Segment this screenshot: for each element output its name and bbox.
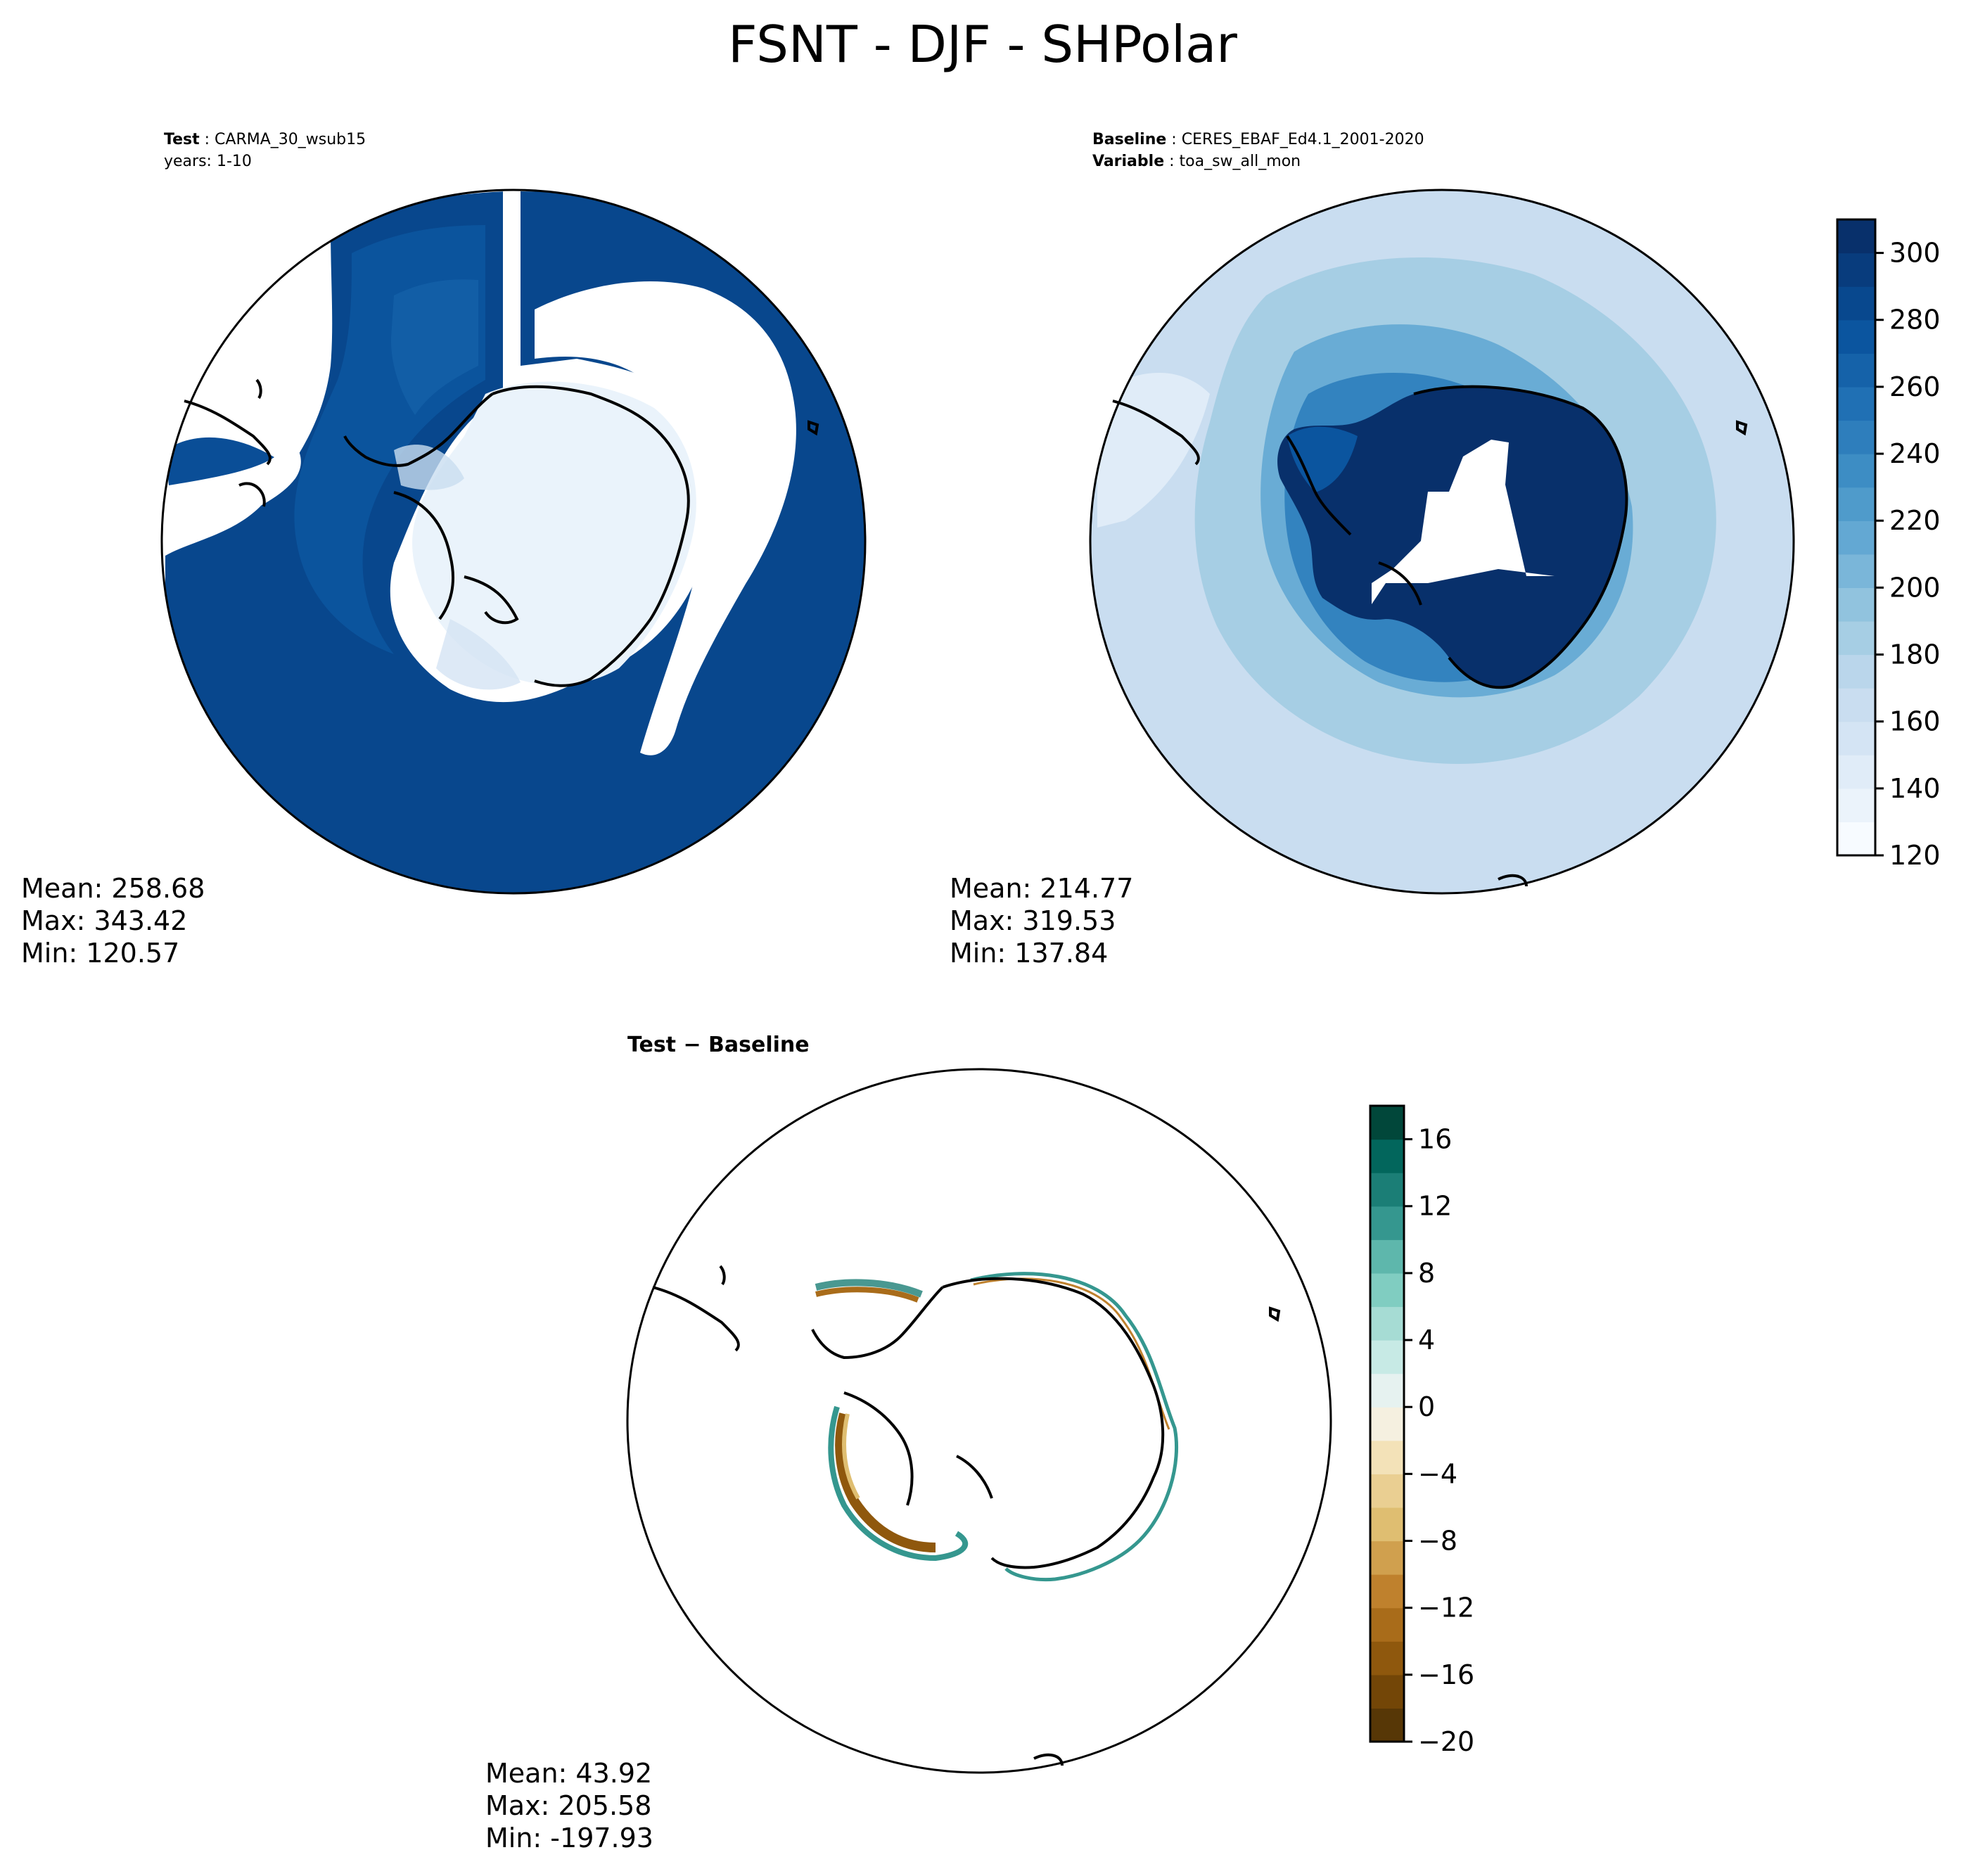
- colorbar-swatch: [1837, 353, 1875, 388]
- colorbar-swatch: [1837, 788, 1875, 823]
- colorbar-tick-label: 280: [1889, 305, 1941, 336]
- colorbar-swatch: [1837, 487, 1875, 521]
- colorbar-tick-label: 260: [1889, 371, 1941, 402]
- colorbar-swatch: [1837, 420, 1875, 454]
- colorbar-swatch: [1837, 219, 1875, 254]
- colorbar-tick-label: 240: [1889, 438, 1941, 469]
- colorbar-swatch: [1370, 1474, 1404, 1508]
- colorbar-swatch: [1837, 755, 1875, 789]
- baseline-header-line1: Baseline : CERES_EBAF_Ed4.1_2001-2020: [1092, 131, 1424, 148]
- colorbar-tick-label: 4: [1418, 1325, 1435, 1355]
- colorbar-tick-label: −4: [1418, 1458, 1457, 1489]
- colorbar-swatch: [1837, 688, 1875, 722]
- colorbar-swatch: [1370, 1306, 1404, 1341]
- test-min: Min: 120.57: [21, 938, 179, 969]
- colorbar-swatch: [1837, 286, 1875, 321]
- colorbar-swatch: [1837, 521, 1875, 555]
- colorbar-swatch: [1370, 1708, 1404, 1742]
- colorbar-tick-label: 12: [1418, 1191, 1452, 1222]
- colorbar-swatch: [1837, 554, 1875, 588]
- colorbar-swatch: [1837, 319, 1875, 354]
- panel-test: Test : CARMA_30_wsub15 years: 1-10: [160, 131, 867, 895]
- test-mean: Mean: 258.68: [21, 873, 205, 904]
- colorbar-swatch: [1370, 1440, 1404, 1474]
- colorbar-swatch: [1370, 1139, 1404, 1173]
- colorbar-top-swatches: [1837, 219, 1875, 856]
- colorbar-swatch: [1370, 1540, 1404, 1575]
- colorbar-swatch: [1837, 454, 1875, 488]
- colorbar-bottom-swatches: [1370, 1106, 1404, 1742]
- colorbar-swatch: [1370, 1239, 1404, 1274]
- panel-difference: Test − Baseline −20 −16 −12 −8 −4 0 4 8 12 16: [626, 1033, 1474, 1774]
- colorbar-swatch: [1370, 1340, 1404, 1374]
- colorbar-tick-label: 180: [1889, 639, 1941, 670]
- baseline-min: Min: 137.84: [950, 938, 1108, 969]
- colorbar-tick-label: −20: [1418, 1726, 1474, 1757]
- colorbar-tick-label: 140: [1889, 773, 1941, 804]
- colorbar-swatch: [1370, 1373, 1404, 1408]
- colorbar-tick-label: 8: [1418, 1258, 1435, 1289]
- colorbar-swatch: [1370, 1272, 1404, 1308]
- colorbar-swatch: [1370, 1206, 1404, 1240]
- colorbar-swatch: [1837, 253, 1875, 287]
- test-ice-gap: [535, 281, 796, 755]
- test-header-line1: Test : CARMA_30_wsub15: [164, 131, 366, 148]
- colorbar-swatch: [1370, 1507, 1404, 1542]
- test-header-line2: years: 1-10: [164, 153, 252, 170]
- baseline-header-line2: Variable : toa_sw_all_mon: [1092, 153, 1301, 170]
- baseline-map: [1090, 190, 1794, 893]
- colorbar-swatch: [1370, 1106, 1404, 1140]
- colorbar-bottom: −20 −16 −12 −8 −4 0 4 8 12 16: [1369, 1104, 1474, 1757]
- colorbar-bottom-ticks: −20 −16 −12 −8 −4 0 4 8 12 16: [1404, 1124, 1474, 1757]
- colorbar-swatch: [1370, 1607, 1404, 1642]
- colorbar-swatch: [1837, 620, 1875, 656]
- difference-min: Min: -197.93: [485, 1823, 653, 1853]
- colorbar-tick-label: 160: [1889, 706, 1941, 737]
- difference-coastline: [811, 1277, 1165, 1569]
- colorbar-tick-label: 200: [1889, 572, 1941, 603]
- colorbar-tick-label: −8: [1418, 1526, 1457, 1557]
- baseline-coastline: [1286, 385, 1628, 689]
- colorbar-swatch: [1370, 1574, 1404, 1609]
- colorbar-tick-label: 300: [1889, 238, 1941, 269]
- figure-title: FSNT - DJF - SHPolar: [728, 15, 1237, 74]
- colorbar-tick-label: 0: [1418, 1391, 1435, 1422]
- difference-stats: Mean: 43.92 Max: 205.58 Min: -197.93: [485, 1758, 653, 1853]
- test-map: [162, 190, 865, 893]
- colorbar-swatch: [1370, 1674, 1404, 1709]
- colorbar-tick-label: 16: [1418, 1124, 1452, 1155]
- colorbar-top-ticks: 120 140 160 180 200 220 240 260 280 300: [1875, 238, 1941, 871]
- difference-mean: Mean: 43.92: [485, 1758, 652, 1789]
- baseline-stats: Mean: 214.77 Max: 319.53 Min: 137.84: [950, 873, 1133, 969]
- test-stats: Mean: 258.68 Max: 343.42 Min: 120.57: [21, 873, 205, 969]
- baseline-max: Max: 319.53: [950, 905, 1116, 936]
- colorbar-swatch: [1837, 822, 1875, 856]
- baseline-mean: Mean: 214.77: [950, 873, 1133, 904]
- test-coastline: [343, 385, 690, 687]
- colorbar-swatch: [1370, 1173, 1404, 1207]
- panel-baseline: Baseline : CERES_EBAF_Ed4.1_2001-2020 Va…: [1089, 131, 1941, 895]
- colorbar-swatch: [1370, 1641, 1404, 1676]
- baseline-missing-data: [1372, 440, 1555, 604]
- colorbar-swatch: [1370, 1407, 1404, 1441]
- colorbar-tick-label: −12: [1418, 1593, 1474, 1623]
- difference-max: Max: 205.58: [485, 1790, 651, 1821]
- colorbar-swatch: [1837, 654, 1875, 689]
- colorbar-tick-label: 220: [1889, 505, 1941, 536]
- test-antarctica-fill: [412, 381, 696, 685]
- difference-map: [627, 1069, 1331, 1773]
- colorbar-tick-label: −16: [1418, 1659, 1474, 1690]
- colorbar-tick-label: 120: [1889, 840, 1941, 871]
- colorbar-top: 120 140 160 180 200 220 240 260 280 300: [1836, 218, 1941, 871]
- difference-title: Test − Baseline: [627, 1033, 810, 1057]
- colorbar-swatch: [1837, 386, 1875, 421]
- test-max: Max: 343.42: [21, 905, 187, 936]
- colorbar-swatch: [1837, 587, 1875, 622]
- colorbar-swatch: [1837, 721, 1875, 755]
